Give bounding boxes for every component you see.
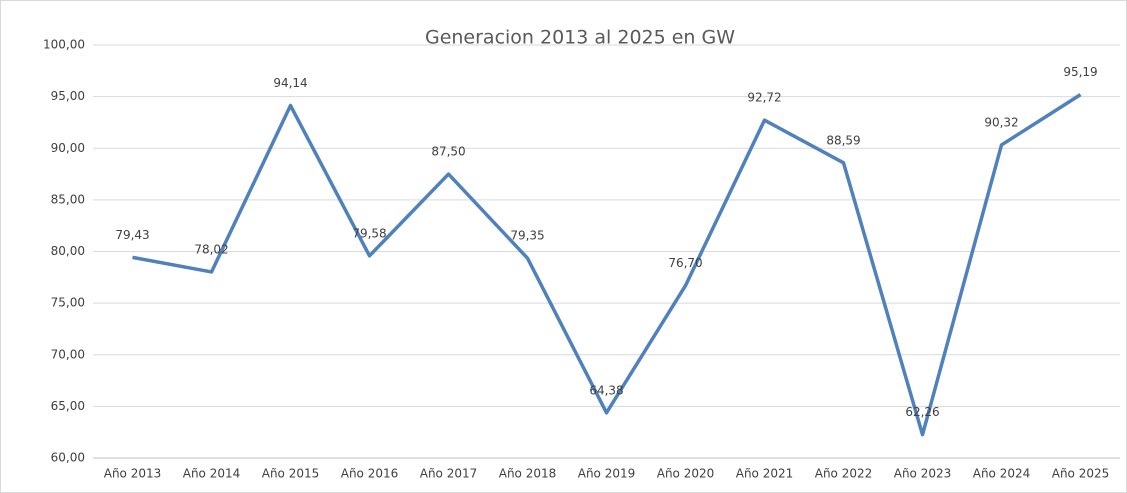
data-label: 94,14	[273, 76, 307, 90]
y-tick-label: 70,00	[51, 347, 85, 361]
data-label: 76,70	[668, 256, 702, 270]
data-label: 64,38	[589, 383, 623, 397]
x-tick-label: Año 2015	[262, 467, 320, 481]
data-label: 88,59	[826, 133, 860, 147]
data-label: 79,43	[115, 228, 149, 242]
y-tick-label: 95,00	[51, 89, 85, 103]
y-tick-label: 100,00	[43, 38, 85, 52]
x-tick-label: Año 2022	[815, 467, 873, 481]
data-label: 90,32	[984, 115, 1018, 129]
x-tick-label: Año 2019	[578, 467, 636, 481]
y-tick-label: 80,00	[51, 244, 85, 258]
y-tick-label: 65,00	[51, 399, 85, 413]
x-tick-label: Año 2016	[341, 467, 399, 481]
data-label: 79,58	[352, 226, 386, 240]
line-series	[132, 93, 1082, 437]
x-tick-label: Año 2013	[104, 467, 162, 481]
data-label: 87,50	[431, 145, 465, 159]
data-label: 95,19	[1063, 65, 1097, 79]
data-label: 79,35	[510, 229, 544, 243]
x-tick-label: Año 2024	[973, 467, 1031, 481]
y-tick-label: 85,00	[51, 192, 85, 206]
y-tick-label: 60,00	[51, 451, 85, 465]
x-tick-label: Año 2023	[894, 467, 952, 481]
data-label: 78,02	[194, 242, 228, 256]
x-tick-label: Año 2014	[183, 467, 241, 481]
x-tick-label: Año 2017	[420, 467, 478, 481]
x-tick-label: Año 2025	[1052, 467, 1110, 481]
y-tick-label: 90,00	[51, 141, 85, 155]
x-tick-label: Año 2021	[736, 467, 794, 481]
data-label: 62,26	[905, 405, 939, 419]
y-tick-label: 75,00	[51, 296, 85, 310]
chart-title: Generacion 2013 al 2025 en GW	[425, 27, 735, 49]
x-tick-label: Año 2018	[499, 467, 557, 481]
x-tick-label: Año 2020	[657, 467, 715, 481]
data-label: 92,72	[747, 91, 781, 105]
